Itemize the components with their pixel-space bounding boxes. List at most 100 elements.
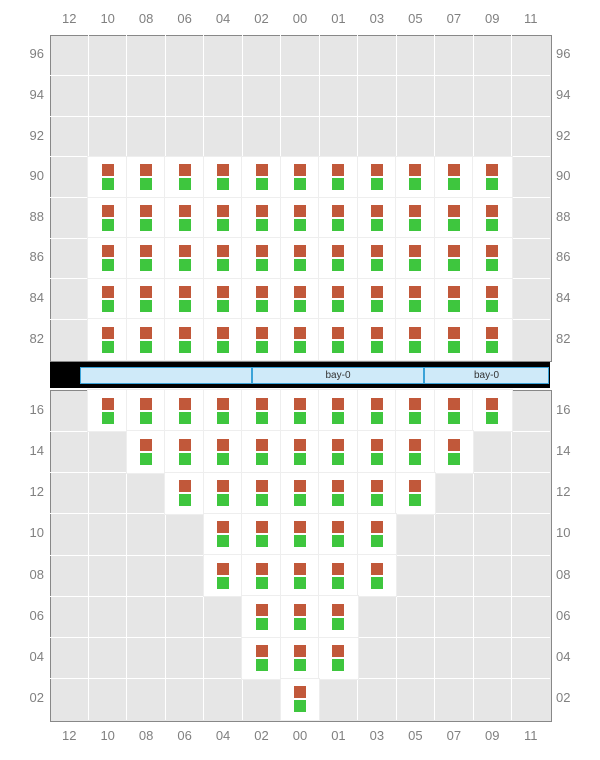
block-bottom <box>371 535 383 547</box>
block-bottom <box>140 178 152 190</box>
block-bottom <box>179 300 191 312</box>
block-bottom <box>371 178 383 190</box>
block-top <box>409 245 421 257</box>
block-top <box>332 286 344 298</box>
container-cell <box>435 319 473 360</box>
container-cell <box>319 596 357 637</box>
block-bottom <box>256 412 268 424</box>
row-label-right: 10 <box>556 525 586 540</box>
block-top <box>102 205 114 217</box>
block-top <box>371 245 383 257</box>
container-cell <box>242 514 280 555</box>
block-bottom <box>486 300 498 312</box>
block-bottom <box>140 412 152 424</box>
container-cell <box>435 157 473 198</box>
col-label-bottom: 00 <box>281 728 319 743</box>
block-bottom <box>294 535 306 547</box>
container-cell <box>319 390 357 431</box>
container-cell <box>358 514 396 555</box>
block-bottom <box>371 494 383 506</box>
row-label-left: 14 <box>14 443 44 458</box>
block-top <box>332 480 344 492</box>
container-cell <box>281 238 319 279</box>
block-top <box>409 327 421 339</box>
container-cell <box>473 157 511 198</box>
block-bottom <box>448 259 460 271</box>
container-cell <box>88 157 126 198</box>
col-label-bottom: 02 <box>242 728 280 743</box>
container-cell <box>204 279 242 320</box>
container-cell <box>242 319 280 360</box>
row-label-right: 92 <box>556 128 586 143</box>
container-cell <box>242 157 280 198</box>
block-bottom <box>217 453 229 465</box>
block-bottom <box>332 494 344 506</box>
block-bottom <box>102 300 114 312</box>
col-label-bottom: 08 <box>127 728 165 743</box>
container-cell <box>396 198 434 239</box>
block-top <box>409 164 421 176</box>
block-top <box>294 604 306 616</box>
container-cell <box>165 473 203 514</box>
container-cell <box>165 238 203 279</box>
container-cell <box>396 390 434 431</box>
col-label-bottom: 07 <box>435 728 473 743</box>
block-top <box>486 286 498 298</box>
block-top <box>486 205 498 217</box>
container-cell <box>473 390 511 431</box>
container-cell <box>204 157 242 198</box>
block-top <box>371 521 383 533</box>
block-top <box>294 164 306 176</box>
block-bottom <box>332 178 344 190</box>
container-cell <box>473 319 511 360</box>
block-top <box>409 480 421 492</box>
block-bottom <box>217 178 229 190</box>
block-top <box>179 286 191 298</box>
container-cell <box>473 279 511 320</box>
col-label-top: 05 <box>396 11 434 26</box>
row-label-left: 16 <box>14 402 44 417</box>
container-cell <box>281 390 319 431</box>
block-bottom <box>332 535 344 547</box>
container-cell <box>281 473 319 514</box>
row-label-left: 92 <box>14 128 44 143</box>
block-bottom <box>332 618 344 630</box>
container-cell <box>204 473 242 514</box>
block-bottom <box>332 453 344 465</box>
row-label-left: 82 <box>14 331 44 346</box>
block-bottom <box>217 341 229 353</box>
block-bottom <box>217 259 229 271</box>
block-bottom <box>294 659 306 671</box>
block-top <box>371 439 383 451</box>
block-top <box>371 286 383 298</box>
block-bottom <box>294 453 306 465</box>
block-bottom <box>332 577 344 589</box>
container-cell <box>281 319 319 360</box>
block-bottom <box>332 659 344 671</box>
container-cell <box>204 431 242 472</box>
gridline <box>50 116 550 117</box>
col-label-top: 02 <box>242 11 280 26</box>
container-cell <box>165 319 203 360</box>
block-bottom <box>179 494 191 506</box>
block-top <box>294 205 306 217</box>
block-top <box>140 439 152 451</box>
row-label-left: 94 <box>14 87 44 102</box>
block-bottom <box>140 453 152 465</box>
block-bottom <box>371 453 383 465</box>
block-bottom <box>294 178 306 190</box>
block-top <box>448 205 460 217</box>
block-top <box>102 327 114 339</box>
col-label-bottom: 04 <box>204 728 242 743</box>
col-label-top: 09 <box>473 11 511 26</box>
block-bottom <box>102 259 114 271</box>
row-label-right: 06 <box>556 608 586 623</box>
block-bottom <box>179 178 191 190</box>
block-bottom <box>409 300 421 312</box>
row-label-left: 04 <box>14 649 44 664</box>
block-top <box>217 521 229 533</box>
col-label-bottom: 09 <box>473 728 511 743</box>
block-top <box>217 286 229 298</box>
block-top <box>217 327 229 339</box>
col-label-top: 00 <box>281 11 319 26</box>
